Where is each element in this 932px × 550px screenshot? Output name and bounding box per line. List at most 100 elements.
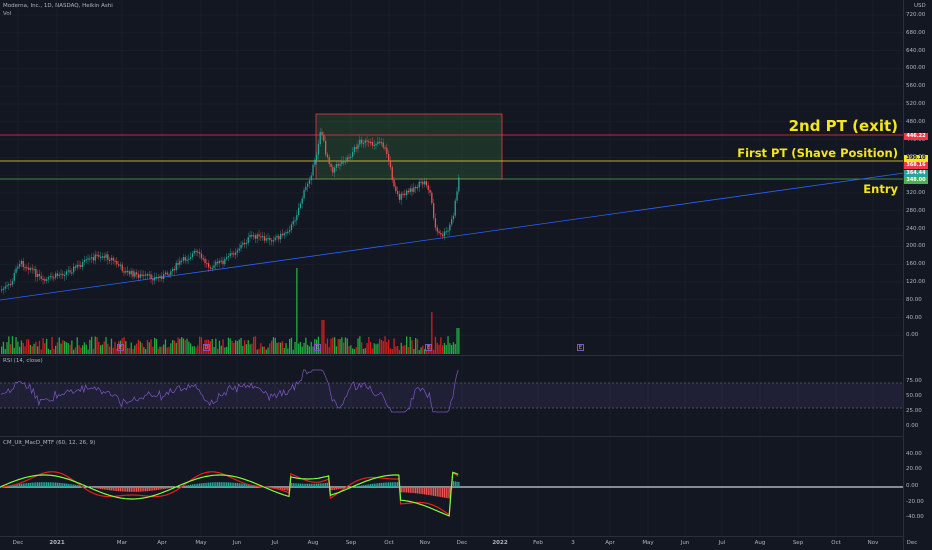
annotation-second-pt[interactable]: 2nd PT (exit) <box>788 117 898 135</box>
candle <box>310 175 312 181</box>
candle <box>420 181 422 183</box>
dividend-marker[interactable]: D <box>314 344 321 351</box>
macd-bar <box>215 482 217 487</box>
earnings-marker[interactable]: E <box>425 344 432 351</box>
volume-bar <box>60 343 62 354</box>
candle <box>164 272 167 275</box>
candle <box>6 285 8 287</box>
macd-bar <box>386 482 388 487</box>
macd-bar <box>67 483 69 487</box>
candle <box>204 258 206 264</box>
macd-bar <box>191 484 194 487</box>
macd-bar <box>314 483 316 487</box>
candle <box>418 181 420 188</box>
macd-bar <box>92 487 95 488</box>
candle <box>11 280 14 285</box>
macd-axis-0: 0.00 <box>906 483 919 489</box>
dividend-marker[interactable]: D <box>203 344 210 351</box>
macd-bar <box>422 487 424 495</box>
candle <box>170 271 172 276</box>
candle <box>209 267 212 269</box>
macd-bar <box>155 487 158 491</box>
volume-bar <box>380 339 383 354</box>
macd-pane-divider[interactable] <box>0 436 904 437</box>
volume-bar <box>296 268 298 354</box>
candle <box>224 258 226 265</box>
macd-bar <box>235 482 237 487</box>
candle <box>289 229 291 232</box>
candle <box>229 253 231 257</box>
candle <box>107 254 109 260</box>
volume-bar <box>233 342 235 354</box>
macd-title[interactable]: CM_Ult_MacD_MTF (60, 12, 26, 9) <box>3 440 96 446</box>
macd-bar <box>316 483 318 487</box>
candle <box>316 154 318 160</box>
volume-bar <box>172 340 174 354</box>
volume-bar <box>74 347 77 354</box>
volume-bar <box>62 340 64 354</box>
rsi-title[interactable]: RSI (14, close) <box>3 358 43 364</box>
candle <box>389 160 392 168</box>
candle <box>265 238 267 241</box>
trendline <box>0 172 904 301</box>
volume-bar <box>254 336 257 354</box>
volume-bar <box>213 347 215 354</box>
macd-bar <box>100 487 102 490</box>
volume-bar <box>134 345 136 354</box>
macd-axis-neg20: -20.00 <box>906 499 924 505</box>
volume-bar <box>253 336 255 354</box>
candle <box>13 273 15 281</box>
volume-bar <box>145 349 147 354</box>
candle <box>271 240 273 242</box>
chart-symbol-title[interactable]: Moderna, Inc., 1D, NASDAQ, Heikin Ashi <box>3 3 113 9</box>
volume-bar <box>103 341 105 354</box>
candle <box>118 264 120 266</box>
macd-bar <box>31 482 33 487</box>
volume-bar <box>163 344 165 354</box>
candle <box>146 274 149 276</box>
macd-bar <box>370 484 372 487</box>
macd-bar <box>76 485 78 487</box>
macd-bar <box>454 481 456 487</box>
volume-bar <box>17 341 19 354</box>
candle <box>245 242 248 245</box>
macd-bar <box>364 484 366 487</box>
candle <box>145 274 147 276</box>
volume-bar <box>80 347 82 354</box>
volume-bar <box>229 338 231 354</box>
volume-bar <box>427 344 429 354</box>
candle <box>424 181 426 185</box>
volume-bar <box>33 343 35 354</box>
candle <box>55 273 57 278</box>
volume-bar <box>418 349 420 354</box>
volume-bar <box>22 343 24 354</box>
earnings-marker[interactable]: E <box>117 344 124 351</box>
candle <box>46 279 48 281</box>
earnings-marker-future[interactable]: E <box>577 344 584 351</box>
volume-bar <box>330 338 332 354</box>
candle <box>330 163 332 167</box>
volume-bar <box>173 340 176 354</box>
macd-bar <box>213 482 215 487</box>
price-axis-label: 40.00 <box>906 314 922 321</box>
macd-bar <box>334 487 336 490</box>
price-chart[interactable] <box>0 0 904 550</box>
candle <box>328 157 330 164</box>
macd-bar <box>335 487 338 490</box>
volume-bar <box>368 336 370 354</box>
annotation-entry[interactable]: Entry <box>863 182 898 196</box>
candle <box>379 141 381 143</box>
time-axis-label: Aug <box>754 540 766 546</box>
macd-bar <box>380 482 383 487</box>
price-axis-label: 560.00 <box>906 83 926 90</box>
volume-bar <box>98 341 100 354</box>
annotation-first-pt[interactable]: First PT (Shave Position) <box>737 146 898 160</box>
volume-bar <box>44 343 46 354</box>
volume-label[interactable]: Vol <box>3 11 12 17</box>
candle <box>19 264 21 267</box>
volume-bar <box>109 346 111 354</box>
volume-bar <box>445 345 447 354</box>
volume-bar <box>227 337 230 354</box>
volume-bar <box>278 342 280 354</box>
rsi-pane-divider[interactable] <box>0 355 904 356</box>
